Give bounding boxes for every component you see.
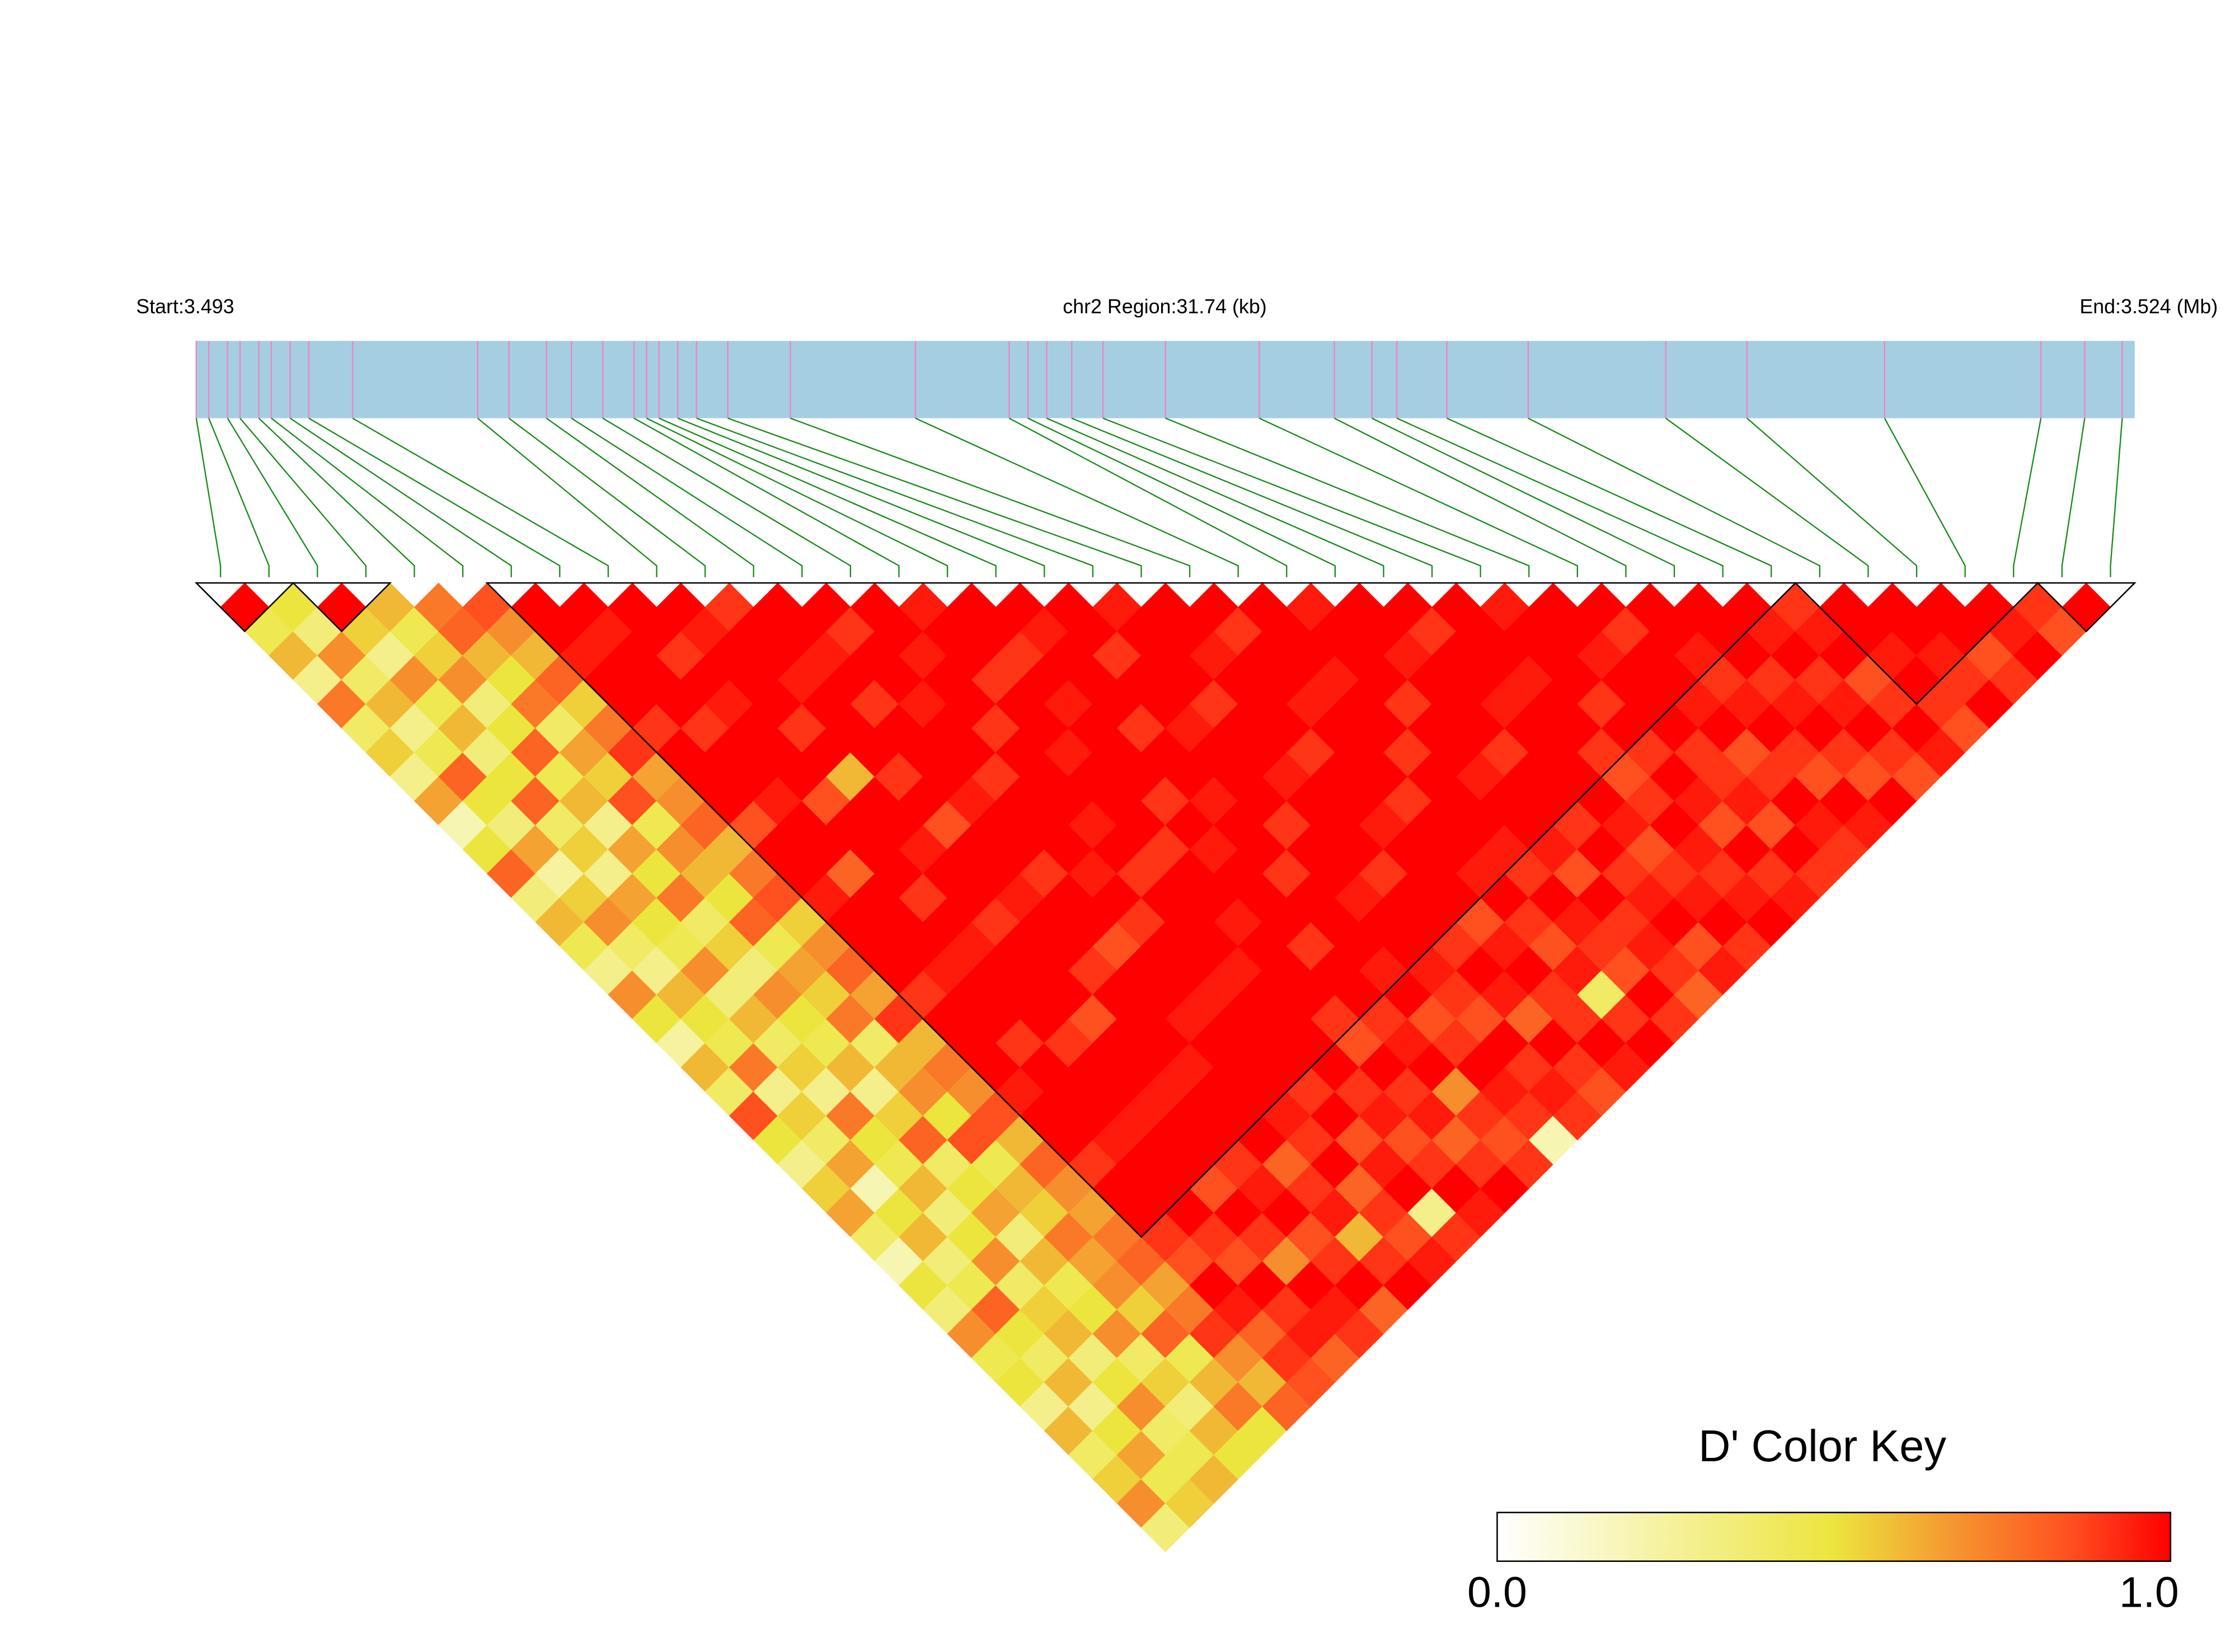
snp-link: [208, 418, 270, 577]
snp-link: [696, 417, 1094, 577]
snp-link: [1046, 417, 1384, 577]
snp-link: [1396, 417, 1724, 577]
snp-link: [659, 417, 997, 577]
end-label: End:3.524 (Mb): [2079, 295, 2218, 318]
snp-link: [1665, 417, 1869, 577]
snp-link: [2110, 418, 2123, 577]
snp-link: [1259, 417, 1579, 577]
snp-link: [1071, 417, 1433, 577]
snp-link: [1746, 417, 1918, 577]
snp-link: [195, 418, 222, 577]
ld-block-outline: [485, 582, 1797, 1238]
color-key-tick-label: 0.0: [1467, 1568, 1527, 1616]
snp-link: [258, 417, 415, 577]
snp-link: [1102, 417, 1481, 577]
snp-link: [602, 417, 852, 577]
snp-link: [1447, 417, 1772, 577]
snp-link: [508, 417, 706, 577]
snp-link: [289, 417, 512, 577]
ld-block-outline: [194, 582, 295, 633]
snp-link: [727, 417, 1142, 577]
snp-link: [677, 417, 1045, 577]
snp-link: [271, 417, 464, 577]
snp-link: [240, 417, 367, 577]
snp-link: [546, 417, 754, 577]
snp-link: [571, 417, 803, 577]
snp-link: [1884, 418, 1966, 577]
snp-link: [1165, 417, 1530, 577]
start-label: Start:3.493: [136, 295, 234, 318]
snp-link: [2061, 418, 2086, 577]
color-key-bar: [1496, 1512, 2172, 1562]
snp-link: [1008, 417, 1288, 577]
ld-block-outline: [2036, 582, 2137, 633]
snp-link: [477, 417, 658, 577]
snp-link: [308, 417, 561, 577]
ld-block-outline: [1793, 582, 2040, 705]
snp-link: [790, 417, 1191, 577]
snp-link: [227, 417, 318, 577]
snp-link: [352, 417, 609, 577]
color-key-title: D' Color Key: [1698, 1421, 1946, 1471]
ld-block-outline: [291, 582, 392, 633]
snp-link: [1027, 417, 1336, 577]
snp-link: [1372, 417, 1675, 577]
snp-link: [646, 417, 949, 577]
snp-link: [1334, 417, 1627, 577]
snp-link: [2013, 418, 2042, 577]
color-key-tick-label: 1.0: [2119, 1568, 2179, 1616]
snp-link: [915, 417, 1239, 577]
region-label: chr2 Region:31.74 (kb): [1063, 295, 1266, 318]
snp-link: [1528, 417, 1821, 577]
snp-link: [633, 417, 900, 577]
